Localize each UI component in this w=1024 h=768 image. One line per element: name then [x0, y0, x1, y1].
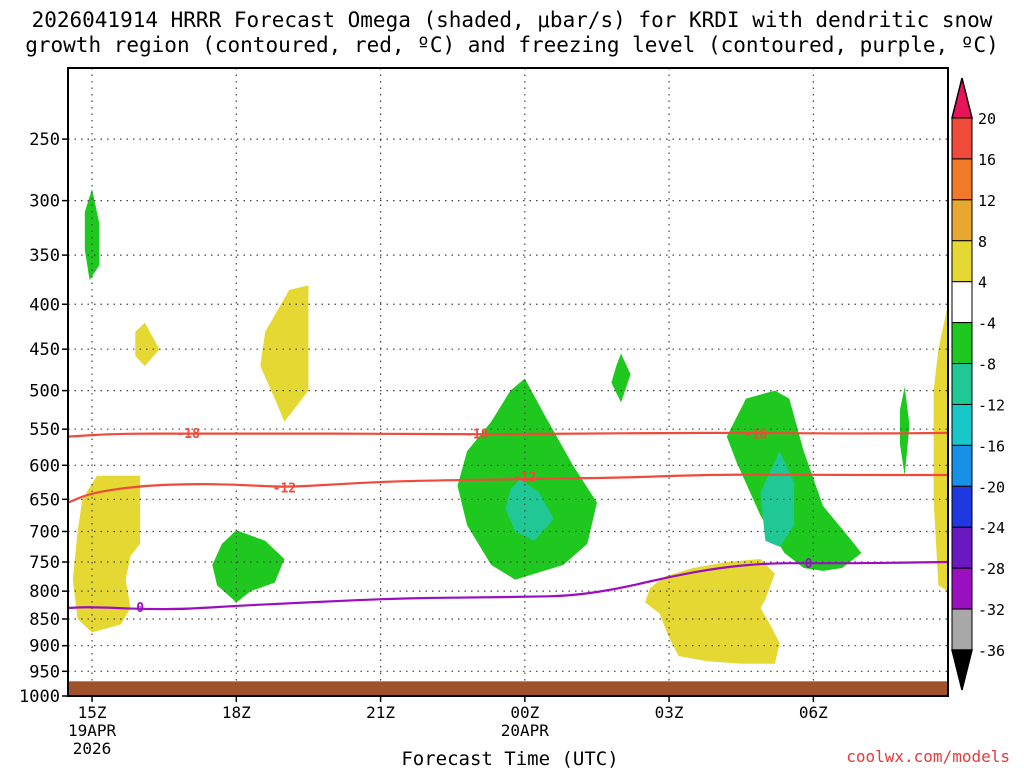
y-tick-label-350: 350	[29, 246, 60, 266]
colorbar-label-1: 16	[978, 151, 996, 169]
y-tick-label-900: 900	[29, 637, 60, 657]
gridlines-layer	[68, 68, 948, 682]
contour-label-0C-1: 0	[805, 557, 813, 572]
contour-label--18C-1: -18	[465, 428, 489, 443]
colorbar-bin-5	[951, 281, 973, 324]
colorbar-bin-6	[951, 322, 973, 365]
y-tick-label-500: 500	[29, 382, 60, 402]
colorbar-label-6: -8	[978, 356, 996, 374]
x-tick-sublabel-15Z-0: 19APR	[68, 721, 117, 740]
ground-layer	[68, 681, 948, 696]
x-tick-label-00Z: 00Z	[510, 703, 539, 722]
contour-label--12C-1: -12	[513, 470, 536, 485]
contour-0C	[68, 560, 948, 611]
colorbar-bottom-arrow	[951, 649, 973, 691]
omega-region-up-05z	[726, 390, 862, 571]
contour--18C	[68, 431, 948, 438]
y-tick-label-250: 250	[29, 130, 60, 150]
colorbar-bin-3	[951, 199, 973, 242]
omega-region-down-03z	[645, 559, 780, 664]
colorbar-bin-12	[951, 567, 973, 610]
colorbar-label-3: 8	[978, 233, 987, 251]
colorbar-label-0: 20	[978, 110, 996, 128]
omega-region-up-00z-core	[505, 479, 554, 541]
colorbar-label-7: -12	[978, 396, 1005, 414]
colorbar-label-10: -24	[978, 519, 1005, 537]
colorbar-label-13: -36	[978, 642, 1005, 660]
x-tick-label-21Z: 21Z	[366, 703, 395, 722]
omega-region-up-15z	[84, 188, 100, 281]
x-axis-label: Forecast Time (UTC)	[401, 748, 618, 768]
y-tick-label-1000: 1000	[19, 687, 60, 707]
x-tick-sublabel-15Z-1: 2026	[73, 739, 112, 758]
colorbar: 20 16 12 8 4 -4 -8 -12 -16 -20 -24 -28 -32 -36	[951, 77, 1005, 691]
contour-label--12C-0: -12	[273, 481, 296, 496]
omega-region-down-edge	[933, 304, 948, 592]
colorbar-label-2: 12	[978, 192, 996, 210]
colorbar-bin-10	[951, 485, 973, 528]
title-line-2: growth region (contoured, red, ºC) and f…	[25, 33, 999, 57]
colorbar-label-9: -20	[978, 478, 1005, 496]
y-tick-label-850: 850	[29, 610, 60, 630]
colorbar-label-8: -16	[978, 437, 1005, 455]
contour-label--18C-0: -18	[176, 427, 200, 442]
colorbar-bin-9	[951, 444, 973, 487]
x-tick-label-06Z: 06Z	[799, 703, 828, 722]
contour-label-0C-0: 0	[136, 601, 144, 616]
omega-region-down-15z	[72, 475, 141, 633]
y-tick-label-600: 600	[29, 456, 60, 476]
omega-shading-layer	[72, 188, 948, 664]
omega-region-down-16z	[135, 322, 160, 367]
credit-link[interactable]: coolwx.com/models	[846, 747, 1010, 766]
colorbar-label-5: -4	[978, 315, 996, 333]
omega-region-down-19z	[260, 285, 309, 422]
contour-layer: -18 -18 -18 -12 -12 0 0	[68, 427, 948, 616]
colorbar-bin-7	[951, 363, 973, 405]
colorbar-bin-1	[951, 117, 973, 160]
contour--12C	[68, 473, 948, 504]
x-tick-sublabel-00Z-0: 20APR	[501, 721, 550, 740]
colorbar-label-11: -28	[978, 560, 1005, 578]
chart-title: 2026041914 HRRR Forecast Omega (shaded, …	[0, 8, 1024, 58]
y-tick-label-550: 550	[29, 420, 60, 440]
title-line-1: 2026041914 HRRR Forecast Omega (shaded, …	[31, 8, 993, 32]
x-tick-label-03Z: 03Z	[655, 703, 684, 722]
colorbar-label-12: -32	[978, 601, 1005, 619]
ground-surface	[68, 681, 948, 696]
colorbar-bin-2	[951, 158, 973, 201]
axes-layer: 250 300 350 400 450 500 550 600 650 700 750 800 850 9…	[19, 67, 949, 758]
plot-frame	[67, 67, 949, 697]
colorbar-bin-11	[951, 526, 973, 569]
y-tick-label-450: 450	[29, 340, 60, 360]
y-tick-label-300: 300	[29, 192, 60, 212]
y-tick-label-650: 650	[29, 490, 60, 510]
y-tick-label-800: 800	[29, 582, 60, 602]
y-tick-label-750: 750	[29, 553, 60, 573]
colorbar-bin-8	[951, 403, 973, 446]
y-tick-label-700: 700	[29, 522, 60, 542]
y-tick-label-400: 400	[29, 295, 60, 315]
omega-region-up-18z	[212, 530, 285, 603]
x-tick-label-18Z: 18Z	[222, 703, 251, 722]
omega-region-up-07z	[899, 386, 910, 476]
colorbar-label-4: 4	[978, 274, 987, 292]
colorbar-top-arrow	[951, 77, 973, 119]
y-tick-label-950: 950	[29, 662, 60, 682]
colorbar-bin-4	[951, 240, 973, 283]
contour-label--18C-2: -18	[744, 428, 768, 443]
x-tick-label-15Z: 15Z	[78, 703, 107, 722]
colorbar-bin-13	[951, 608, 973, 651]
omega-region-up-02z	[611, 353, 631, 403]
